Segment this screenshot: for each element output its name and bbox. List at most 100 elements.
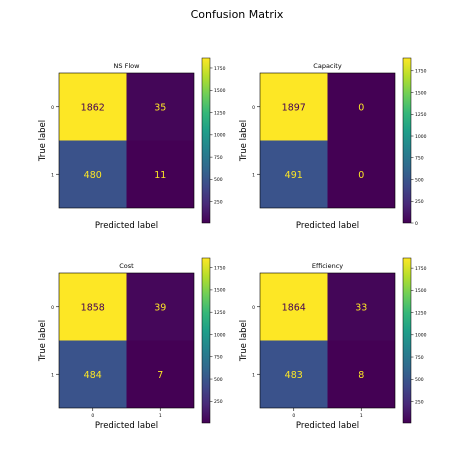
- colorbar-tick-label: 250: [214, 399, 223, 405]
- matrix-cell: [59, 340, 127, 408]
- colorbar-tick-label: 1750: [214, 66, 226, 72]
- colorbar-tick-label: 0: [415, 221, 418, 227]
- cell-value: 491: [285, 170, 303, 181]
- panel-title: Capacity: [313, 62, 342, 70]
- x-axis-label: Predicted label: [95, 221, 158, 231]
- y-axis-label: True label: [239, 320, 249, 362]
- cell-value: 484: [84, 370, 102, 381]
- colorbar: [201, 257, 211, 424]
- y-tick-label: 1: [51, 172, 54, 178]
- colorbar-tick-label: 1250: [214, 110, 226, 116]
- colorbar-tick-label: 750: [214, 355, 223, 361]
- panel-title: Efficiency: [312, 262, 343, 270]
- cell-value: 1862: [81, 102, 105, 113]
- cell-value: 35: [154, 102, 166, 113]
- colorbar-tick-label: 750: [415, 355, 424, 361]
- panel-0: NS Flow 1862 35 480 11 0 1 Predicted label True …: [38, 57, 226, 231]
- x-tick-label: 1: [159, 413, 162, 419]
- colorbar-tick-label: 500: [214, 177, 223, 183]
- colorbar-tick-label: 750: [214, 155, 223, 161]
- x-tick-label: 1: [360, 413, 363, 419]
- plot-frame: [259, 72, 396, 209]
- panel-title: Cost: [119, 262, 134, 270]
- colorbar-tick-label: 250: [214, 199, 223, 205]
- colorbar-tick-label: 1000: [415, 134, 427, 140]
- colorbar-tick-label: 1500: [214, 88, 226, 94]
- matrix-cell: [260, 140, 328, 208]
- x-axis-label: Predicted label: [95, 421, 158, 431]
- plot-frame: [259, 272, 396, 409]
- y-tick-label: 1: [252, 172, 255, 178]
- matrix-cell: [126, 73, 194, 141]
- matrix-cell: [327, 140, 395, 208]
- colorbar-tick-label: 1750: [214, 265, 226, 271]
- x-axis-label: Predicted label: [296, 221, 359, 231]
- cell-value: 1897: [282, 102, 306, 113]
- y-tick-label: 0: [252, 105, 255, 111]
- y-axis-label: True label: [38, 320, 48, 362]
- cell-value: 39: [154, 302, 166, 313]
- x-axis-label: Predicted label: [296, 421, 359, 431]
- cell-value: 1858: [81, 302, 105, 313]
- colorbar-tick-label: 1250: [214, 310, 226, 316]
- colorbar-tick-label: 250: [415, 399, 424, 405]
- matrix-cell: [59, 73, 127, 141]
- panel-title: NS Flow: [114, 62, 141, 70]
- colorbar: [402, 57, 412, 224]
- colorbar: [402, 257, 412, 424]
- colorbar-tick-label: 1000: [415, 333, 427, 339]
- colorbar-tick-label: 1500: [415, 90, 427, 96]
- matrix-cell: [260, 273, 328, 341]
- cell-value: 8: [358, 370, 364, 381]
- matrix-cell: [126, 273, 194, 341]
- y-axis-label: True label: [239, 120, 249, 162]
- matrix-cell: [327, 73, 395, 141]
- colorbar-tick-label: 500: [415, 377, 424, 383]
- y-tick-label: 1: [51, 372, 54, 378]
- colorbar-tick-label: 500: [214, 377, 223, 383]
- panel-1: Capacity 1897 0 491 0 0 1 Predicted label True l…: [239, 57, 427, 231]
- colorbar-tick-label: 1250: [415, 112, 427, 118]
- y-tick-label: 0: [51, 105, 54, 111]
- colorbar-tick-label: 1500: [415, 288, 427, 294]
- colorbar-tick-label: 1750: [415, 69, 427, 75]
- colorbar: [201, 57, 211, 224]
- cell-value: 480: [84, 170, 102, 181]
- cell-value: 33: [355, 302, 367, 313]
- plot-frame: [58, 72, 195, 209]
- x-tick-label: 0: [292, 413, 295, 419]
- colorbar-tick-label: 1000: [214, 133, 226, 139]
- matrix-cell: [126, 140, 194, 208]
- y-tick-label: 0: [51, 305, 54, 311]
- cell-value: 0: [358, 170, 364, 181]
- y-tick-label: 0: [252, 305, 255, 311]
- colorbar-tick-label: 500: [415, 177, 424, 183]
- matrix-cell: [327, 273, 395, 341]
- colorbar-tick-label: 1500: [214, 288, 226, 294]
- colorbar-tick-label: 250: [415, 199, 424, 205]
- matrix-cell: [260, 340, 328, 408]
- cell-value: 11: [154, 170, 166, 181]
- colorbar-tick-label: 1250: [415, 310, 427, 316]
- y-axis-label: True label: [38, 120, 48, 162]
- matrix-cell: [126, 340, 194, 408]
- cell-value: 483: [285, 370, 303, 381]
- plot-frame: [58, 272, 195, 409]
- y-tick-label: 1: [252, 372, 255, 378]
- cell-value: 1864: [282, 302, 306, 313]
- cell-value: 7: [157, 370, 163, 381]
- colorbar-tick-label: 1750: [415, 266, 427, 272]
- cell-value: 0: [358, 102, 364, 113]
- colorbar-tick-label: 750: [415, 156, 424, 162]
- matrix-cell: [327, 340, 395, 408]
- matrix-cell: [59, 273, 127, 341]
- matrix-cell: [260, 73, 328, 141]
- matrix-cell: [59, 140, 127, 208]
- figure-title: Confusion Matrix: [191, 8, 284, 21]
- colorbar-tick-label: 1000: [214, 332, 226, 338]
- x-tick-label: 0: [91, 413, 94, 419]
